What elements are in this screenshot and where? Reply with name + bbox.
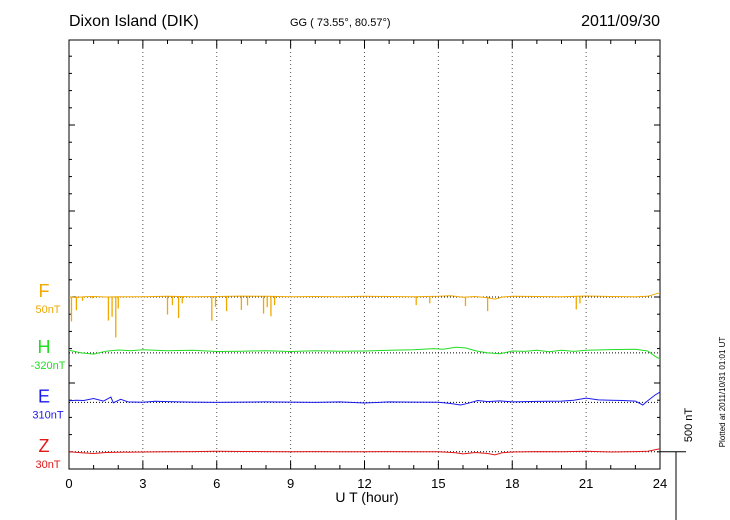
series-label-e: E bbox=[38, 386, 50, 406]
x-tick-label-15: 15 bbox=[431, 476, 445, 491]
scale-bar bbox=[660, 451, 686, 520]
plotted-note: Plotted at 2011/10/31 01:01 UT bbox=[718, 337, 727, 448]
series-labels: F 50nT H -320nT E 310nT Z 30nT bbox=[31, 281, 66, 471]
series-lines bbox=[68, 292, 661, 456]
series-baseline-label-f: 50nT bbox=[35, 304, 60, 316]
station-coordinates: GG ( 73.55°, 80.57°) bbox=[290, 17, 391, 29]
x-tick-label-9: 9 bbox=[287, 476, 294, 491]
series-baseline-label-e: 310nT bbox=[32, 409, 63, 421]
date-label: 2011/09/30 bbox=[581, 13, 660, 30]
series-label-z: Z bbox=[39, 436, 50, 456]
series-label-h: H bbox=[38, 337, 51, 357]
axis-ticks bbox=[68, 40, 661, 469]
series-z-line bbox=[68, 448, 661, 456]
grid-lines bbox=[142, 40, 587, 469]
series-f-line bbox=[68, 292, 661, 300]
x-tick-label-21: 21 bbox=[579, 476, 593, 491]
x-tick-label-18: 18 bbox=[505, 476, 519, 491]
series-e-line bbox=[68, 391, 661, 406]
station-title: Dixon Island (DIK) bbox=[69, 13, 199, 30]
x-tick-label-24: 24 bbox=[653, 476, 667, 491]
x-tick-label-3: 3 bbox=[139, 476, 146, 491]
scale-bar-label: 500 nT bbox=[683, 408, 695, 443]
x-tick-label-0: 0 bbox=[65, 476, 72, 491]
series-baseline-label-h: -320nT bbox=[31, 360, 66, 372]
x-axis-label: U T (hour) bbox=[335, 489, 398, 505]
series-h-line bbox=[68, 346, 661, 360]
x-tick-label-12: 12 bbox=[357, 476, 371, 491]
x-tick-labels: 0 3 6 9 12 15 18 21 24 bbox=[65, 476, 667, 491]
x-tick-label-6: 6 bbox=[213, 476, 220, 491]
series-label-f: F bbox=[39, 281, 50, 301]
series-baseline-label-z: 30nT bbox=[35, 459, 60, 471]
